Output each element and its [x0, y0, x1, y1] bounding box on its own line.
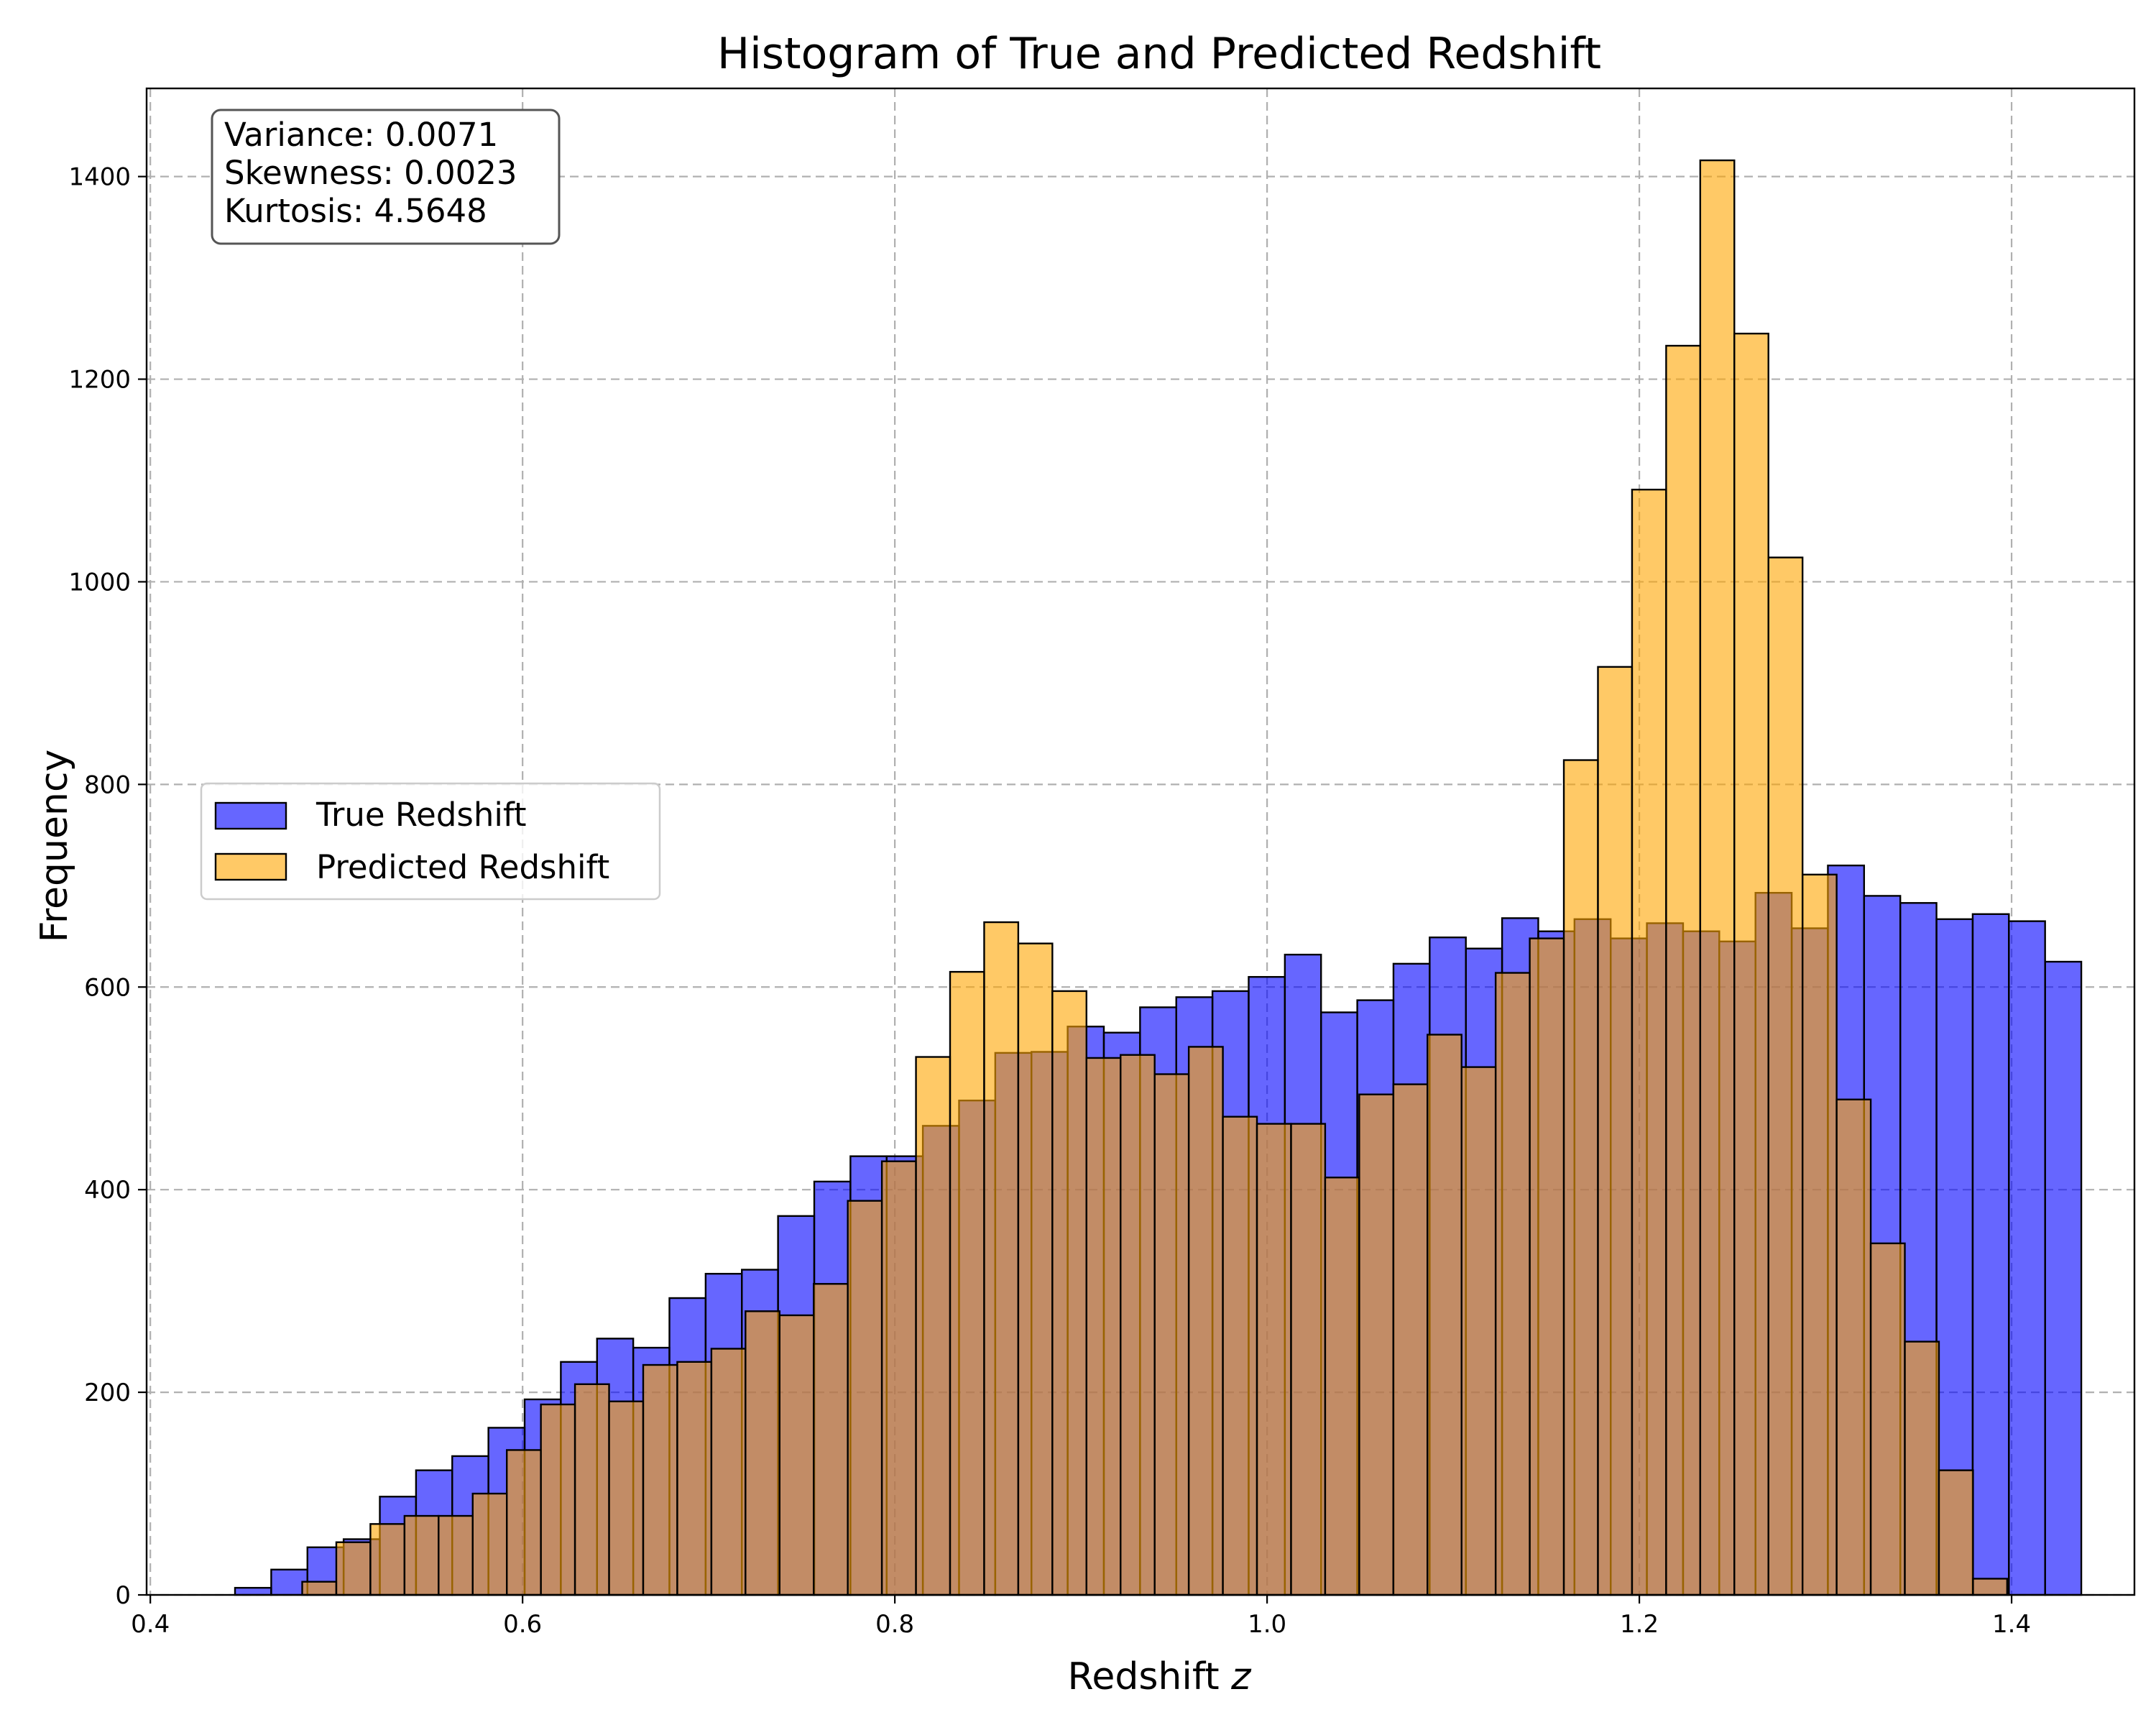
predicted-redshift-bar [745, 1310, 780, 1596]
predicted-redshift-bar [1324, 1177, 1360, 1596]
stats-variance: Variance: 0.0071 [224, 116, 498, 154]
predicted-redshift-bar [1699, 159, 1736, 1596]
legend-swatch-true [214, 801, 287, 830]
predicted-redshift-bar [301, 1581, 338, 1596]
predicted-redshift-bar [1801, 873, 1838, 1596]
predicted-redshift-bars [301, 159, 2009, 1596]
y-tick-label: 800 [84, 770, 131, 799]
predicted-redshift-bar [335, 1541, 372, 1596]
stats-kurtosis: Kurtosis: 4.5648 [224, 192, 487, 230]
x-axis-label: Redshift z [1068, 1655, 1253, 1698]
predicted-redshift-bar [1085, 1057, 1122, 1596]
predicted-redshift-bar [1938, 1469, 1974, 1596]
predicted-redshift-bar [1222, 1116, 1258, 1596]
chart-title: Histogram of True and Predicted Redshift [717, 29, 1601, 79]
predicted-redshift-bar [1392, 1083, 1429, 1596]
x-tick-label: 1.4 [1992, 1610, 2031, 1639]
axis-ticks: 0.4 0.6 0.8 1.0 1.2 1.4 0 200 400 600 800 1000 1200 1… [68, 163, 2031, 1639]
stats-box [211, 109, 561, 245]
predicted-redshift-bar [471, 1492, 508, 1596]
x-axis-label-text: Redshift [1068, 1655, 1232, 1698]
y-tick-label: 200 [84, 1379, 131, 1407]
predicted-redshift-bar [1187, 1046, 1224, 1596]
predicted-redshift-bar [880, 1160, 917, 1596]
predicted-redshift-bar [1631, 488, 1667, 1596]
y-tick-label: 400 [84, 1176, 131, 1205]
plot-frame [145, 87, 2136, 1596]
x-axis-label-variable: z [1230, 1655, 1252, 1698]
predicted-redshift-bar [403, 1514, 440, 1596]
predicted-redshift-bar [1562, 759, 1599, 1596]
predicted-redshift-bar [1358, 1093, 1395, 1596]
legend-label-true: True Redshift [315, 796, 527, 834]
predicted-redshift-bar [1767, 556, 1804, 1596]
legend-box [200, 782, 661, 901]
stats-annotation: Variance: 0.0071 Skewness: 0.0023 Kurtos… [211, 109, 561, 245]
legend-label-predicted: Predicted Redshift [316, 848, 609, 886]
predicted-redshift-bar [1494, 972, 1531, 1596]
predicted-redshift-bar [1972, 1578, 2009, 1596]
predicted-redshift-bar [949, 970, 985, 1596]
y-axis-label: Frequency [33, 750, 76, 943]
x-tick-label: 0.4 [131, 1610, 170, 1639]
predicted-redshift-bar [573, 1383, 610, 1596]
predicted-redshift-bar [1256, 1123, 1292, 1596]
predicted-redshift-bar [1597, 666, 1634, 1596]
predicted-redshift-bar [438, 1514, 474, 1596]
predicted-redshift-bar [1869, 1242, 1906, 1596]
x-tick-label: 1.2 [1620, 1610, 1659, 1639]
predicted-redshift-bar [369, 1523, 406, 1596]
predicted-redshift-bar [1529, 937, 1565, 1596]
true-redshift-bar [2044, 960, 2083, 1596]
predicted-redshift-bar [1120, 1054, 1156, 1596]
predicted-redshift-bar [1290, 1123, 1327, 1596]
predicted-redshift-bar [540, 1403, 576, 1596]
predicted-redshift-bar [642, 1363, 678, 1596]
predicted-redshift-bar [1051, 990, 1087, 1596]
predicted-redshift-bar [778, 1314, 815, 1596]
true-redshift-bar [1971, 913, 2010, 1596]
predicted-redshift-bar [1733, 332, 1769, 1596]
predicted-redshift-bar [608, 1400, 645, 1596]
predicted-redshift-bar [1665, 344, 1702, 1596]
true-redshift-bar [234, 1586, 272, 1596]
legend: True Redshift Predicted Redshift [200, 782, 661, 901]
predicted-redshift-bar [813, 1283, 849, 1596]
predicted-redshift-bar [1153, 1073, 1190, 1596]
predicted-redshift-bar [1017, 942, 1054, 1596]
stats-skewness: Skewness: 0.0023 [224, 154, 517, 192]
y-tick-label: 1000 [68, 568, 131, 597]
predicted-redshift-bar [1460, 1066, 1497, 1596]
predicted-redshift-bar [1835, 1098, 1872, 1596]
y-tick-label: 1400 [68, 163, 131, 192]
y-tick-label: 1200 [68, 366, 131, 395]
y-tick-label: 600 [84, 973, 131, 1002]
legend-swatch-predicted [214, 852, 287, 881]
y-tick-label: 0 [115, 1581, 131, 1610]
predicted-redshift-bar [983, 921, 1020, 1596]
x-tick-label: 0.8 [875, 1610, 914, 1639]
true-redshift-bar [2008, 920, 2046, 1596]
predicted-redshift-bar [710, 1348, 747, 1596]
x-tick-label: 0.6 [503, 1610, 542, 1639]
predicted-redshift-bar [847, 1200, 883, 1596]
predicted-redshift-bar [1427, 1034, 1462, 1596]
predicted-redshift-bar [676, 1361, 713, 1596]
x-tick-label: 1.0 [1248, 1610, 1286, 1639]
predicted-redshift-bar [1904, 1340, 1940, 1596]
predicted-redshift-bar [505, 1449, 542, 1596]
predicted-redshift-bar [915, 1056, 952, 1596]
